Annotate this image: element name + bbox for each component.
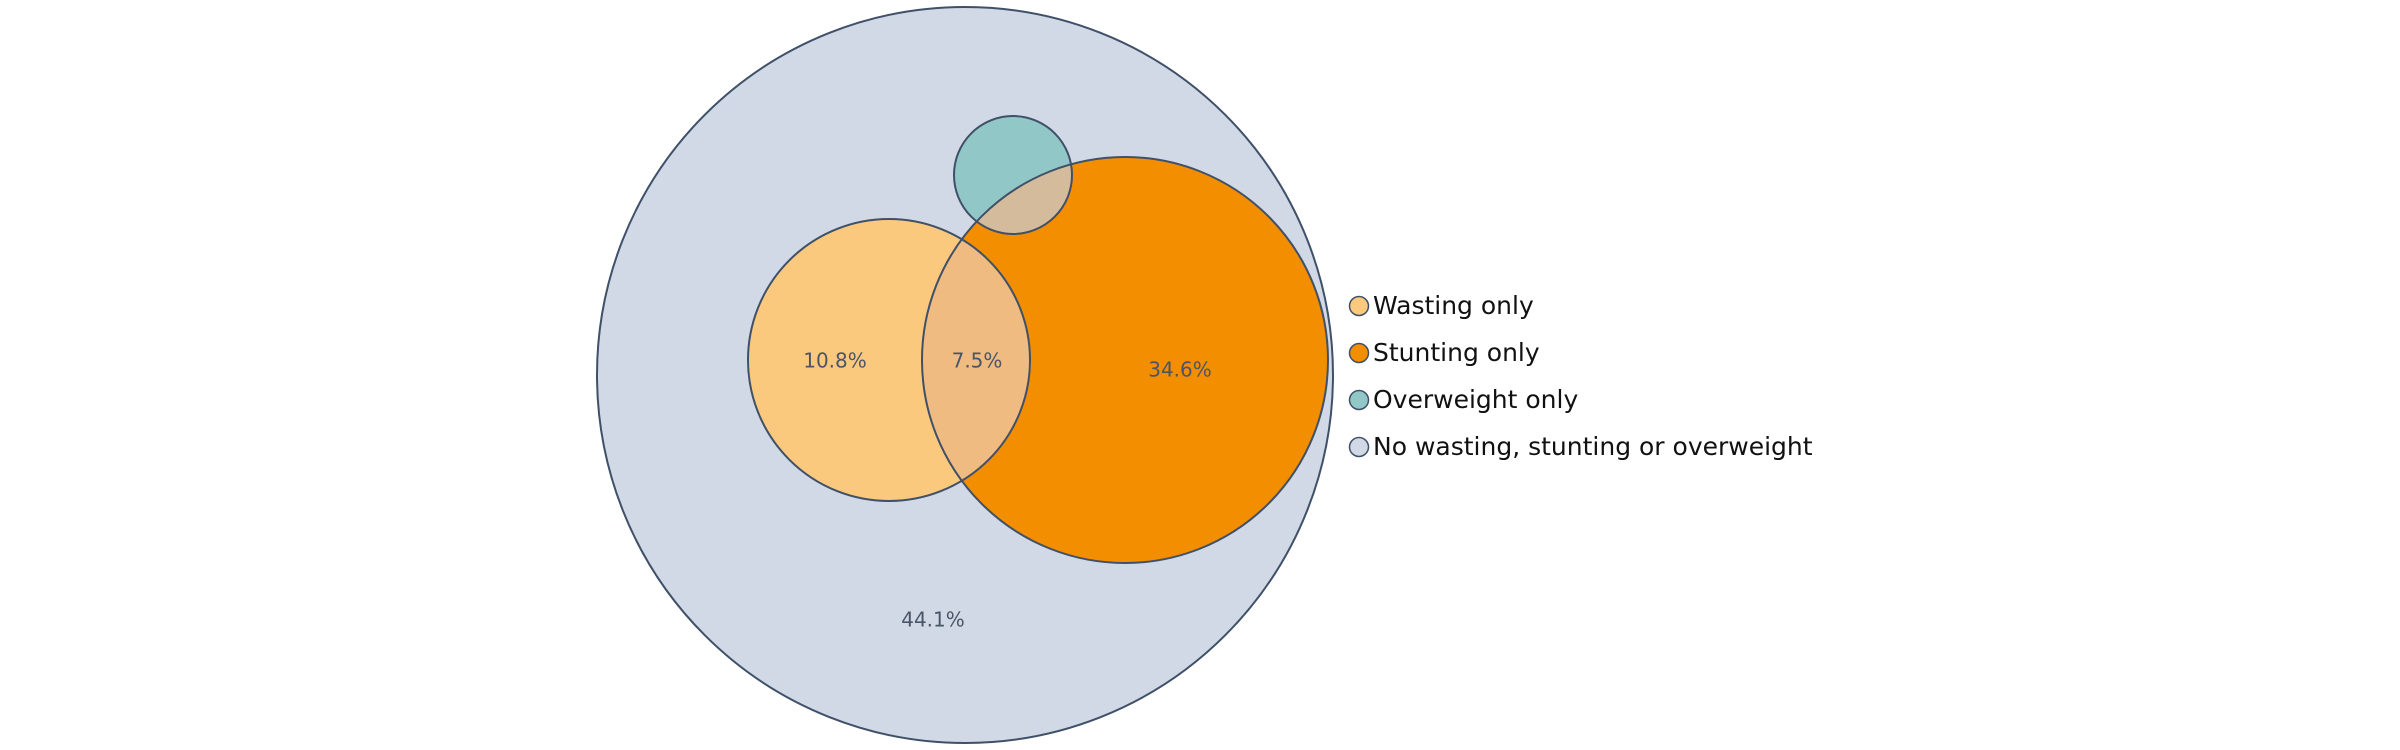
region-label-none: 44.1% [901,608,965,632]
legend-label-overweight: Overweight only [1373,385,1578,414]
venn-circle-stunting [922,157,1328,563]
legend-item-none: No wasting, stunting or overweight [1348,432,1813,461]
venn-outline-none [596,6,1334,744]
legend-marker-wasting [1348,295,1370,317]
venn-outline-stunting [921,156,1329,564]
venn-outline-overweight [953,115,1073,235]
region-label-wasting-only: 10.8% [803,349,867,373]
legend-label-wasting: Wasting only [1373,291,1534,320]
legend-item-wasting: Wasting only [1348,291,1534,320]
legend-label-stunting: Stunting only [1373,338,1540,367]
legend-marker-stunting [1348,342,1370,364]
legend-marker-none [1348,436,1370,458]
legend-item-stunting: Stunting only [1348,338,1540,367]
venn-outline-wasting [747,218,1031,502]
legend-label-none: No wasting, stunting or overweight [1373,432,1813,461]
legend-item-overweight: Overweight only [1348,385,1578,414]
legend-marker-overweight [1348,389,1370,411]
region-label-wasting-and-stunting: 7.5% [952,349,1003,373]
region-label-stunting-only: 34.6% [1148,358,1212,382]
